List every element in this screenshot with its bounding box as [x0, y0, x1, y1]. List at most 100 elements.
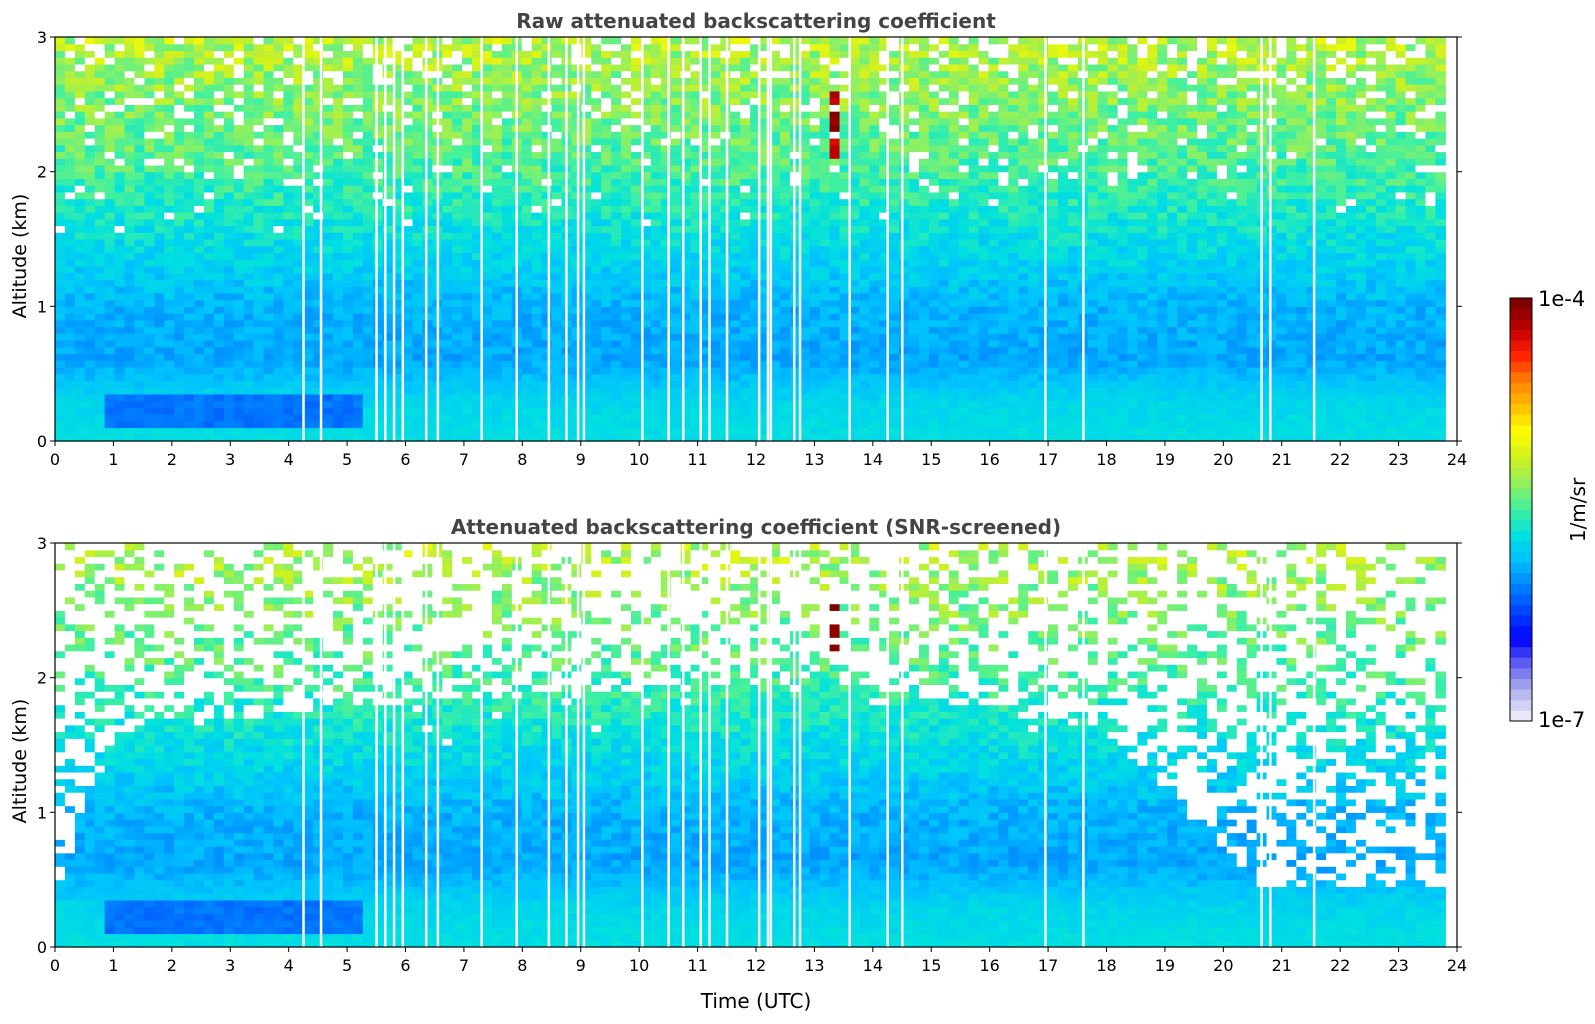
heatmap-cell: [442, 245, 453, 254]
heatmap-cell: [382, 393, 394, 402]
heatmap-cell: [352, 272, 364, 280]
heatmap-cell: [422, 414, 433, 422]
heatmap-cell: [452, 333, 463, 341]
heatmap-cell: [809, 90, 821, 99]
heatmap-cell: [203, 212, 215, 220]
heatmap-cell: [531, 57, 543, 65]
heatmap-cell: [64, 407, 76, 415]
heatmap-cell: [660, 360, 672, 368]
heatmap-cell: [94, 205, 106, 213]
heatmap-cell: [333, 393, 344, 402]
heatmap-cell: [352, 151, 364, 159]
heatmap-cell: [849, 366, 860, 375]
heatmap-cell: [640, 299, 652, 307]
heatmap-cell: [809, 84, 821, 92]
heatmap-cell: [829, 279, 841, 287]
heatmap-cell: [551, 346, 563, 355]
heatmap-cell: [64, 292, 76, 301]
heatmap-cell: [323, 319, 334, 328]
heatmap-cell: [392, 50, 404, 58]
heatmap-cell: [273, 380, 285, 388]
heatmap-cell: [362, 387, 374, 395]
heatmap-cell: [660, 272, 672, 280]
heatmap-cell: [482, 427, 493, 435]
heatmap-cell: [134, 414, 145, 422]
heatmap-cell: [601, 178, 612, 186]
heatmap-cell: [740, 111, 751, 119]
heatmap-cell: [700, 218, 712, 227]
heatmap-cell: [601, 353, 612, 361]
heatmap-cell: [184, 353, 195, 361]
heatmap-cell: [571, 387, 582, 395]
heatmap-cell: [203, 272, 215, 280]
heatmap-cell: [293, 164, 304, 173]
heatmap-cell: [869, 366, 880, 375]
heatmap-cell: [829, 117, 841, 126]
heatmap-cell: [273, 393, 285, 402]
heatmap-cell: [402, 63, 414, 72]
heatmap-cell: [134, 212, 145, 220]
heatmap-cell: [551, 232, 563, 240]
heatmap-cell: [154, 313, 165, 321]
heatmap-cell: [203, 407, 215, 415]
heatmap-cell: [730, 299, 741, 307]
heatmap-cell: [779, 198, 791, 206]
heatmap-cell: [194, 427, 205, 435]
heatmap-cell: [630, 346, 642, 355]
heatmap-cell: [303, 158, 314, 166]
heatmap-cell: [591, 313, 602, 321]
heatmap-cell: [640, 144, 652, 153]
heatmap-cell: [124, 97, 136, 105]
heatmap-cell: [581, 326, 592, 334]
heatmap-cell: [670, 185, 682, 193]
heatmap-cell: [819, 63, 831, 72]
heatmap-cell: [134, 205, 145, 213]
heatmap-cell: [770, 299, 781, 307]
heatmap-cell: [452, 171, 463, 179]
heatmap-cell: [541, 151, 553, 159]
heatmap-cell: [462, 393, 473, 402]
heatmap-cell: [541, 218, 553, 227]
heatmap-cell: [263, 232, 275, 240]
heatmap-cell: [452, 427, 463, 435]
heatmap-cell: [621, 313, 632, 321]
heatmap-cell: [660, 245, 672, 254]
heatmap-cell: [303, 97, 314, 105]
heatmap-cell: [412, 198, 424, 206]
heatmap-cell: [859, 319, 870, 328]
heatmap-cell: [660, 164, 672, 173]
heatmap-cell: [412, 427, 424, 435]
heatmap-cell: [551, 37, 563, 45]
heatmap-cell: [303, 185, 314, 193]
heatmap-cell: [611, 326, 622, 334]
heatmap-cell: [114, 326, 126, 334]
heatmap-cell: [164, 191, 175, 200]
heatmap-cell: [770, 205, 781, 213]
heatmap-cell: [839, 232, 851, 240]
heatmap-cell: [779, 131, 791, 139]
heatmap-cell: [402, 97, 414, 105]
heatmap-cell: [809, 393, 821, 402]
heatmap-cell: [174, 400, 185, 408]
heatmap-cell: [213, 111, 225, 119]
heatmap-cell: [293, 218, 304, 227]
heatmap-cell: [164, 104, 175, 112]
heatmap-cell: [472, 185, 483, 193]
heatmap-cell: [372, 111, 384, 119]
heatmap-cell: [581, 43, 592, 52]
heatmap-cell: [402, 313, 414, 321]
heatmap-cell: [283, 393, 294, 402]
heatmap-cell: [184, 319, 195, 328]
heatmap-cell: [521, 178, 533, 186]
heatmap-cell: [372, 319, 384, 328]
heatmap-cell: [313, 346, 324, 355]
heatmap-cell: [253, 299, 265, 307]
heatmap-cell: [372, 366, 384, 375]
heatmap-cell: [203, 434, 215, 442]
heatmap-cell: [710, 239, 721, 247]
heatmap-cell: [740, 387, 751, 395]
heatmap-cell: [531, 43, 543, 52]
heatmap-cell: [472, 131, 483, 139]
heatmap-cell: [104, 272, 116, 280]
heatmap-cell: [263, 427, 275, 435]
